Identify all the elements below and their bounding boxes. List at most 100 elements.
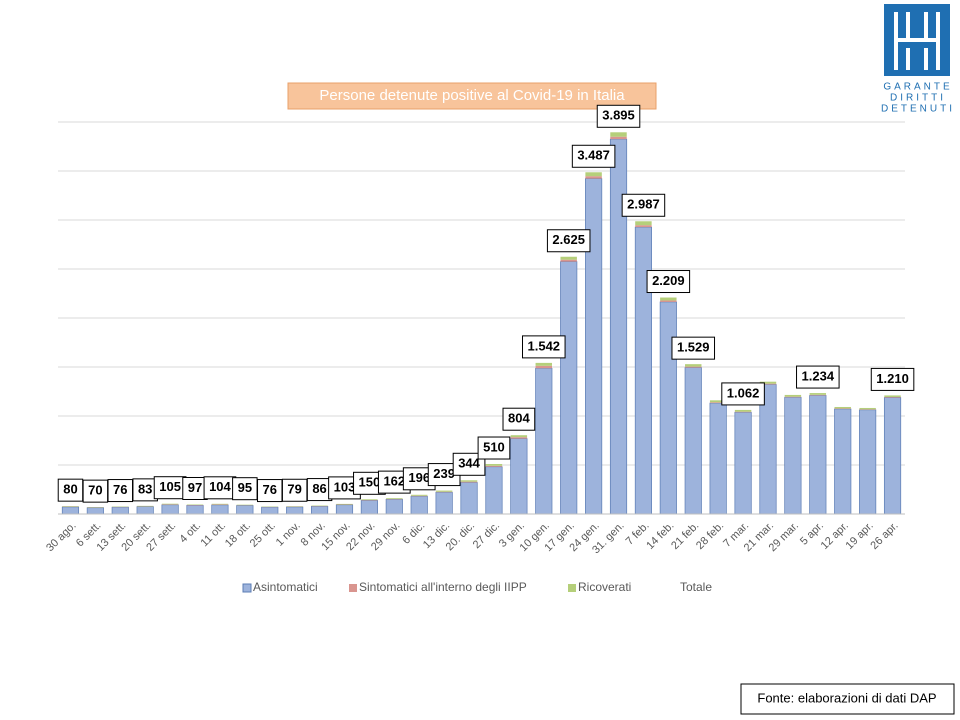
bar-segment xyxy=(635,225,652,228)
bar-segment xyxy=(809,395,827,515)
bar-segment xyxy=(460,482,478,515)
bar-segment xyxy=(784,396,802,398)
data-label: 344 xyxy=(452,452,486,476)
bar-segment xyxy=(884,395,901,397)
bar-segment xyxy=(385,498,403,515)
bar-segment xyxy=(510,437,528,439)
bar-segment xyxy=(86,507,104,515)
bar-segment xyxy=(236,505,254,515)
legend-label: Totale xyxy=(680,580,712,594)
label-box xyxy=(546,229,591,253)
bar-segment xyxy=(186,505,204,515)
bar-segment xyxy=(883,397,902,515)
bar-segment xyxy=(211,503,229,505)
bar-segment xyxy=(759,383,777,385)
bar-segment xyxy=(136,506,154,515)
bar-segment xyxy=(784,396,802,515)
data-label: 196 xyxy=(402,467,436,491)
bar-segment xyxy=(286,506,304,515)
bar-segment xyxy=(510,438,528,515)
data-label: 97 xyxy=(182,476,208,500)
value-label: 104 xyxy=(209,479,231,494)
value-label: 86 xyxy=(312,481,326,496)
bar-segment xyxy=(510,435,528,438)
label-box xyxy=(721,382,765,406)
bar-segment xyxy=(610,132,627,137)
bar-segment xyxy=(859,409,877,515)
data-label: 76 xyxy=(107,479,134,503)
legend-swatch xyxy=(242,583,252,593)
bar-segment xyxy=(261,506,279,515)
value-label: 1.529 xyxy=(677,340,710,355)
value-label: 95 xyxy=(238,480,252,495)
title-box xyxy=(287,82,657,110)
x-tick-label: 30 ago. xyxy=(44,520,78,554)
value-label: 76 xyxy=(113,482,127,497)
value-label: 150 xyxy=(359,475,381,490)
data-label: 76 xyxy=(257,479,283,503)
bar-segment xyxy=(336,503,353,505)
value-label: 2.209 xyxy=(652,273,685,288)
legend-swatch xyxy=(349,584,357,592)
value-label: 1.542 xyxy=(528,338,561,353)
source-box xyxy=(740,683,955,715)
bar-segment xyxy=(460,480,478,482)
bar-segment xyxy=(660,297,677,301)
legend-label: Sintomatici all'interno degli IIPP xyxy=(359,580,527,594)
bar-segment xyxy=(709,402,727,515)
bar-segment xyxy=(361,499,378,501)
data-label: 1.529 xyxy=(671,336,716,360)
bar-segment xyxy=(560,259,577,262)
x-tick-label: 18 ott. xyxy=(223,520,253,550)
legend-swatch xyxy=(568,584,576,592)
bar-segment xyxy=(211,504,229,515)
bar-segment xyxy=(809,393,827,395)
bar-segment xyxy=(635,221,652,226)
data-label: 2.209 xyxy=(646,270,691,294)
bar-segment xyxy=(685,364,702,367)
bar-segment xyxy=(435,490,453,492)
bar-segment xyxy=(660,300,677,302)
label-box xyxy=(571,144,616,168)
data-label: 1.542 xyxy=(522,335,566,359)
bar-segment xyxy=(585,172,602,177)
bar-segment xyxy=(585,176,602,179)
data-label: 70 xyxy=(82,479,109,503)
x-tick-label: 11 ott. xyxy=(199,520,229,550)
data-label: 3.487 xyxy=(571,144,616,168)
data-label: 104 xyxy=(203,476,237,500)
x-tick-label: 25 ott. xyxy=(248,520,278,550)
bar-segment xyxy=(709,402,727,404)
data-label: 1.062 xyxy=(721,382,765,406)
bar-segment xyxy=(560,261,578,515)
data-label: 162 xyxy=(377,470,411,494)
value-label: 80 xyxy=(63,482,77,497)
bar-segment xyxy=(859,407,876,410)
bar-segment xyxy=(161,504,179,515)
bar-segment xyxy=(485,466,503,515)
logo-text: DETENUTI xyxy=(881,104,955,115)
bar-segment xyxy=(386,498,403,499)
bar-segment xyxy=(834,408,852,515)
value-label: 1.062 xyxy=(727,385,760,400)
bar-segment xyxy=(734,411,752,515)
value-label: 2.987 xyxy=(627,197,660,212)
bar-segment xyxy=(809,394,827,396)
value-label: 1.210 xyxy=(876,371,909,386)
bar-segment xyxy=(485,464,503,466)
bar-segment xyxy=(685,366,702,368)
value-label: 239 xyxy=(433,466,455,481)
bar-segment xyxy=(410,494,428,496)
label-box xyxy=(796,365,840,389)
label-box xyxy=(870,367,915,391)
data-label: 105 xyxy=(153,476,187,500)
chart-title: Persone detenute positive al Covid-19 in… xyxy=(319,87,625,104)
data-label: 1.234 xyxy=(796,365,840,389)
bar-segment xyxy=(734,411,752,413)
bar-segment xyxy=(684,367,702,515)
value-label: 105 xyxy=(159,479,181,494)
logo-text: DIRITTI xyxy=(890,93,946,104)
bar-segment xyxy=(535,365,553,369)
value-label: 76 xyxy=(263,482,277,497)
bar-segment xyxy=(535,362,553,366)
